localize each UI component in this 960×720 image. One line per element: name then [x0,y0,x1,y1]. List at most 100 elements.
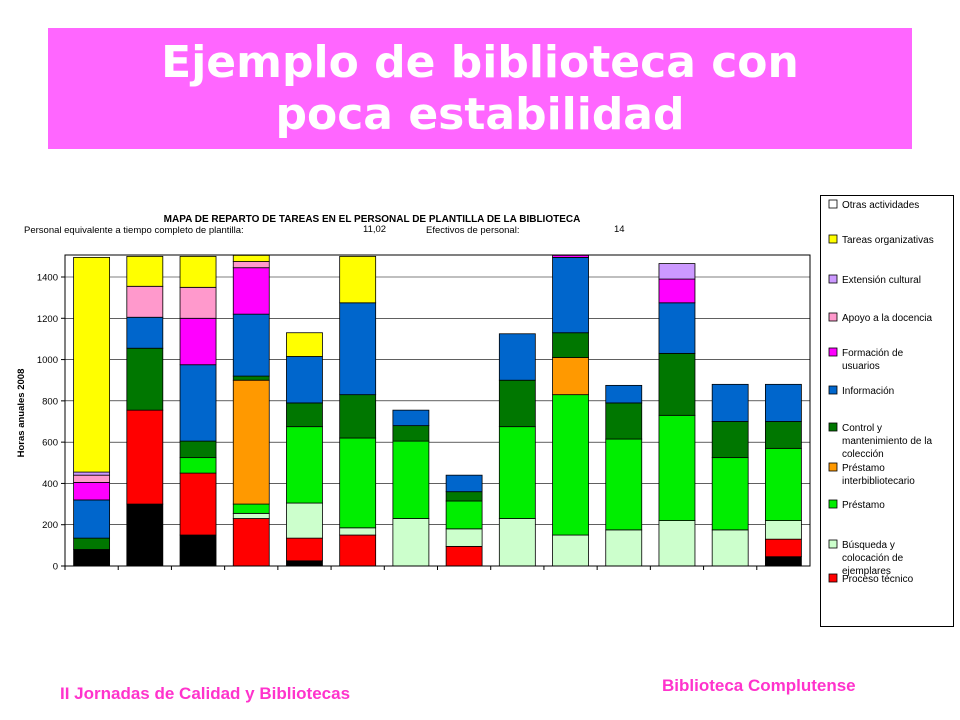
bar-segment [339,527,377,536]
legend-swatch [828,385,838,395]
bar-segment [711,421,749,459]
legend-label: usuarios [842,361,880,372]
subtitle-right-value: 14 [614,224,625,235]
bar-segment [498,333,536,381]
bar-segment [232,518,270,567]
bar-segment [658,414,696,521]
legend-swatch [828,539,838,549]
legend-label: Control y [842,423,882,434]
bar-segment [605,529,643,567]
bar-segment [232,254,270,262]
legend-label: Préstamo [842,500,885,511]
y-tick-label: 1400 [37,273,58,284]
bar-segment [73,499,111,539]
bar-segment [179,317,217,366]
bar-segment [552,357,589,396]
bar-segment [498,426,536,519]
footer-event-name: II Jornadas de Calidad y Bibliotecas [60,684,351,703]
legend-label: colección [842,449,884,460]
bar-segment [73,471,111,476]
legend-label: Formación de [842,348,904,359]
bar-segment [73,481,111,501]
legend-swatch [828,274,838,284]
legend-swatch [828,573,838,583]
bar-segment [764,383,802,422]
bar-segment [73,537,111,550]
legend-swatch [828,499,838,509]
bar-segment [179,364,217,442]
bar-segment [73,474,111,483]
legend-label: Tareas organizativas [842,235,934,246]
bar-segment [179,255,217,288]
bar-segment [658,520,696,567]
bar-segment [179,472,217,536]
bar-segment [286,502,323,539]
legend-label: Préstamo [842,463,885,474]
legend-swatch [828,347,838,357]
bar-segment [392,425,430,442]
bar-segment [711,383,749,422]
bar-segment [232,503,270,514]
bar-segment [179,286,217,319]
y-tick-label: 0 [53,562,58,573]
bar-segment [764,538,802,558]
subtitle-left-value: 11,02 [363,224,386,235]
bar-segment [658,278,696,304]
bar-segment [232,313,270,377]
bar-segment [339,534,377,567]
bar-segment [126,255,164,287]
bar-segment [605,438,643,531]
bar-segment [126,409,164,505]
bar-segment [286,402,323,428]
slide-title: Ejemplo de biblioteca con poca estabilid… [161,36,799,140]
bar-segment [764,421,802,449]
bar-segment [179,457,217,474]
legend-label: interbibliotecario [842,476,915,487]
bar-segment [445,545,483,567]
y-tick-label: 200 [42,520,58,531]
bar-segment [552,256,589,334]
bar-segment [658,352,696,416]
bar-segment [126,285,164,318]
bar-segment [445,500,483,530]
legend-label: Otras actividades [842,200,919,211]
legend-swatch [828,199,838,209]
bar-segment [445,474,483,493]
y-tick-label: 400 [42,479,58,490]
bar-segment [498,379,536,428]
y-axis-label: Horas anuales 2008 [16,369,27,458]
chart-panel: 0 200 400 600 800 1000 1200 1400 MAPA DE REPARTO… [14,195,820,670]
bar-segment [764,447,802,521]
bar-segment [392,518,430,567]
bar-segment [498,518,536,567]
y-tick-label: 800 [42,396,58,407]
bar-segment [658,263,696,280]
stacked-bar-chart: 0 200 400 600 800 1000 1200 1400 MAPA DE REPARTO… [16,214,811,573]
legend-label: Información [842,386,894,397]
bar-segment [711,529,749,567]
bar-segment [73,256,111,473]
bar-segment [552,394,589,536]
bar-segment [339,394,377,439]
legend-label: mantenimiento de la [842,436,932,447]
chart-title: MAPA DE REPARTO DE TAREAS EN EL PERSONAL… [164,214,581,225]
plot-area [64,254,811,567]
bar-segment [764,520,802,540]
bar-segment [392,440,430,519]
bar-segment [232,379,270,505]
subtitle-left-label: Personal equivalente a tiempo completo d… [24,225,244,236]
bar-segment [286,426,323,504]
legend-swatch [828,422,838,432]
legend-label: Extensión cultural [842,275,921,286]
bar-segment [232,267,270,315]
bar-segment [339,302,377,396]
bar-segment [445,528,483,547]
bar-segment [445,491,483,502]
legend-label: Búsqueda y [842,540,895,551]
y-tick-label: 1000 [37,355,58,366]
bar-segment [286,537,323,562]
bar-segment [552,534,589,567]
bar-segment [711,457,749,531]
bar-segment [73,549,111,567]
legend-svg: Otras actividades Tareas organizativas Ext… [828,199,934,585]
